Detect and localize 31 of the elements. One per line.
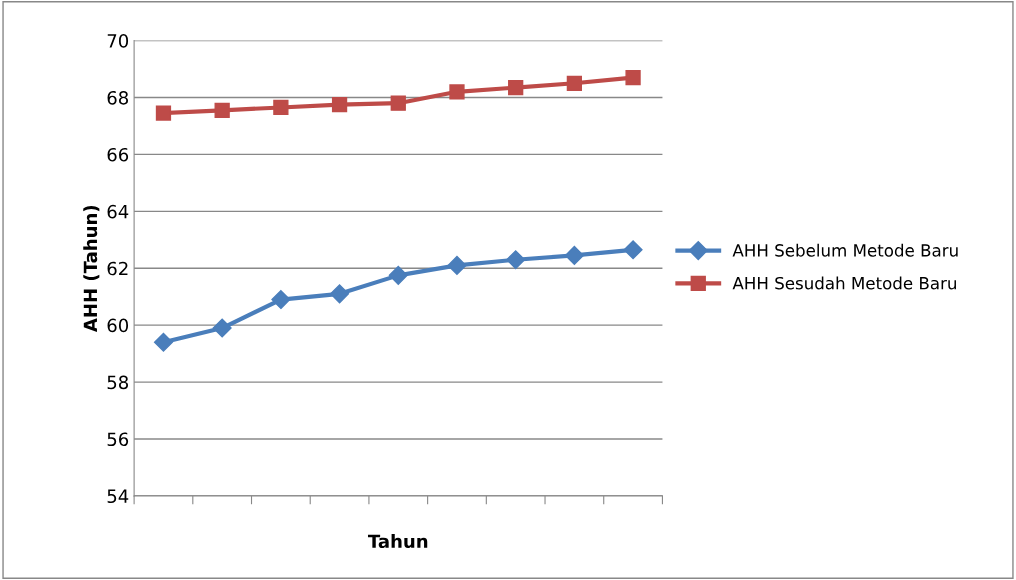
point — [390, 95, 406, 111]
y-tick-label: 68 — [107, 90, 129, 105]
y-tick-label: 56 — [107, 432, 129, 447]
y-tick-label: 58 — [107, 375, 129, 390]
legend-label: AHH Sebelum Metode Baru — [732, 243, 958, 257]
point — [155, 105, 172, 121]
point — [388, 265, 408, 285]
point — [508, 79, 524, 96]
point — [271, 290, 291, 310]
x-axis-title: Tahun — [367, 534, 428, 549]
y-tick-label: 62 — [107, 261, 128, 276]
y-tick-label: 70 — [107, 34, 129, 48]
point — [625, 69, 641, 86]
point — [212, 318, 232, 338]
point — [506, 250, 526, 270]
y-axis-title: AHH (Tahun) — [83, 205, 100, 333]
point — [273, 99, 289, 116]
y-tick-label: 66 — [107, 147, 129, 162]
point — [330, 284, 350, 304]
y-tick-label: 64 — [107, 204, 129, 219]
point — [331, 96, 348, 113]
y-tick-label: 54 — [107, 489, 129, 504]
point — [447, 255, 467, 275]
legend-label: AHH Sesudah Metode Baru — [732, 276, 956, 290]
point — [153, 332, 173, 352]
point — [623, 240, 643, 260]
point — [566, 75, 583, 91]
y-tick-label: 60 — [107, 318, 129, 333]
point — [214, 102, 230, 118]
point — [564, 245, 584, 265]
point — [449, 84, 465, 100]
